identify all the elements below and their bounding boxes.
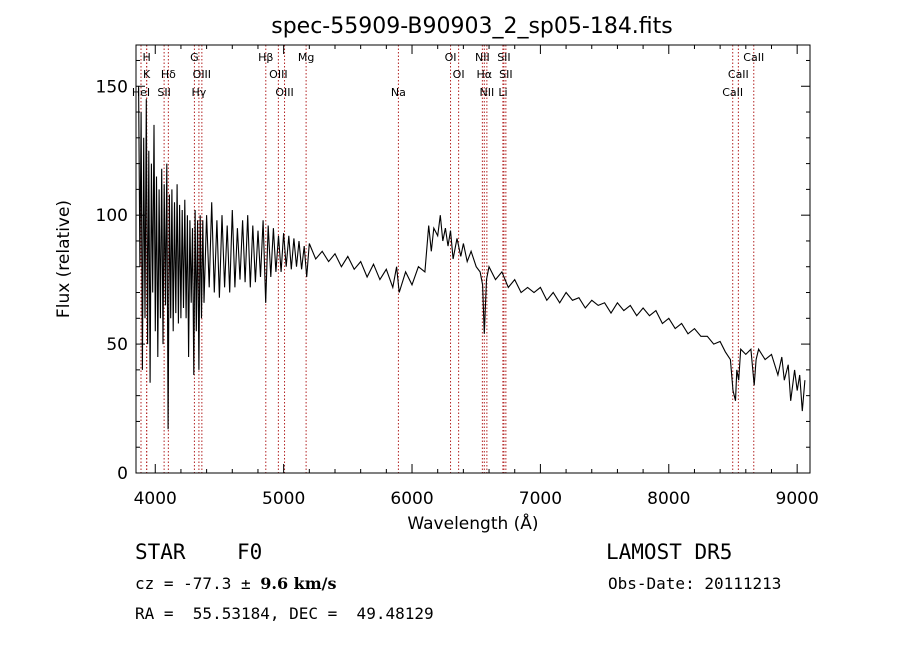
emission-line-label: CaII (728, 68, 749, 81)
chart-title: spec-55909-B90903_2_sp05-184.fits (271, 14, 673, 39)
emission-line-markers (140, 45, 755, 473)
x-tick-label: 4000 (134, 489, 177, 509)
x-axis-ticks: 4000 5000 6000 7000 8000 9000 (134, 45, 819, 509)
y-axis-label: Flux (relative) (54, 200, 74, 318)
x-tick-label: 9000 (776, 489, 819, 509)
emission-line-label: NII (475, 51, 490, 64)
observation-date: Obs-Date: 20111213 (608, 574, 782, 593)
emission-line-label: OI (445, 51, 457, 64)
x-axis-label: Wavelength (Å) (407, 512, 538, 534)
x-tick-label: 6000 (390, 489, 433, 509)
emission-line-label: OI (453, 68, 465, 81)
cz-value: cz = -77.3 ± (135, 574, 261, 593)
emission-line-labels: HK HeI SII Hδ G OIII Hγ Hβ OIII OIII Mg Na OI OI NII Hα… (132, 51, 764, 99)
emission-line-label: Hδ (161, 68, 176, 81)
y-tick-label: 150 (96, 77, 128, 97)
emission-line-label: OIII (193, 68, 211, 81)
x-tick-label: 8000 (647, 489, 690, 509)
redshift-velocity: cz = -77.3 ± 9.6 km/s (135, 574, 337, 593)
emission-line-label: Mg (298, 51, 314, 64)
object-class: STAR (135, 540, 186, 564)
x-tick-label: 5000 (262, 489, 305, 509)
emission-line-label: SII (157, 86, 170, 99)
emission-line-label: Hβ (258, 51, 273, 64)
ra-dec-coordinates: RA = 55.53184, DEC = 49.48129 (135, 604, 434, 623)
y-tick-label: 0 (117, 464, 128, 484)
emission-line-label: Na (391, 86, 406, 99)
y-axis-ticks: 0 50 100 150 (96, 59, 810, 484)
emission-line-label: G (190, 51, 199, 64)
emission-line-label: SII (499, 68, 512, 81)
emission-line-label: K (143, 68, 151, 81)
emission-line-label: SII (497, 51, 510, 64)
emission-line-label: CaII (743, 51, 764, 64)
emission-line-label: OIII (269, 68, 287, 81)
emission-line-label: CaII (722, 86, 743, 99)
emission-line-label: Hγ (192, 86, 207, 99)
emission-line-label: HeI (132, 86, 150, 99)
y-tick-label: 100 (96, 206, 128, 226)
cz-error: 9.6 km/s (260, 574, 337, 593)
emission-line-label: Li (498, 86, 507, 99)
spectrum-series-line (138, 86, 806, 430)
object-subclass: F0 (237, 540, 263, 564)
y-tick-label: 50 (106, 335, 128, 355)
emission-line-label: OIII (275, 86, 293, 99)
emission-line-label: NII (480, 86, 495, 99)
plot-frame (135, 44, 811, 474)
emission-line-label: H (143, 51, 151, 64)
survey-name: LAMOST DR5 (606, 540, 733, 564)
emission-line-label: Hα (477, 68, 493, 81)
x-tick-label: 7000 (519, 489, 562, 509)
